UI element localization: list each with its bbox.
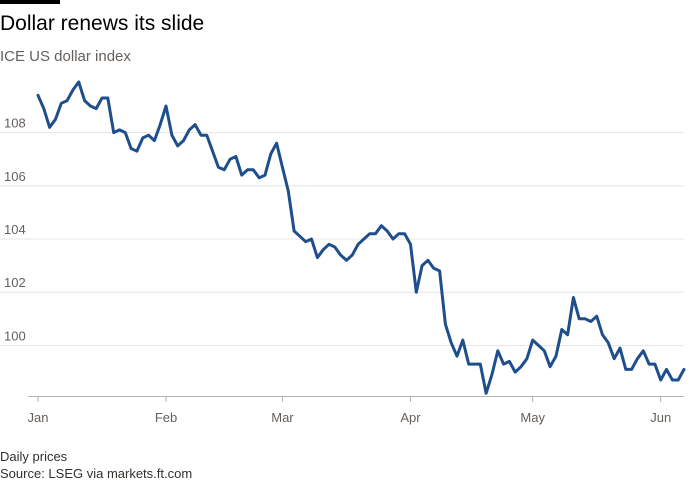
chart-title: Dollar renews its slide bbox=[0, 12, 205, 35]
x-tick-label-may: May bbox=[520, 410, 545, 425]
x-tick-label-jan: Jan bbox=[28, 410, 49, 425]
y-tick-label-108: 108 bbox=[4, 116, 26, 131]
y-tick-label-100: 100 bbox=[4, 328, 26, 343]
gridlines bbox=[0, 132, 684, 346]
x-tick-label-jun: Jun bbox=[650, 410, 671, 425]
y-tick-label-104: 104 bbox=[4, 222, 26, 237]
y-tick-label-106: 106 bbox=[4, 169, 26, 184]
series-layer bbox=[36, 80, 686, 395]
x-axis bbox=[28, 396, 684, 402]
x-tick-label-feb: Feb bbox=[155, 410, 177, 425]
footer-source: Source: LSEG via markets.ft.com bbox=[0, 466, 193, 481]
tick-labels: 100 102 104 106 108 Jan Feb Mar Apr May Jun bbox=[4, 116, 671, 425]
footer-note: Daily prices bbox=[0, 449, 68, 464]
accent-bar bbox=[0, 0, 60, 4]
y-tick-label-102: 102 bbox=[4, 275, 26, 290]
x-tick-label-mar: Mar bbox=[271, 410, 294, 425]
x-tick-label-apr: Apr bbox=[400, 410, 421, 425]
series-line-0 bbox=[36, 80, 686, 395]
chart-subtitle: ICE US dollar index bbox=[0, 48, 131, 65]
